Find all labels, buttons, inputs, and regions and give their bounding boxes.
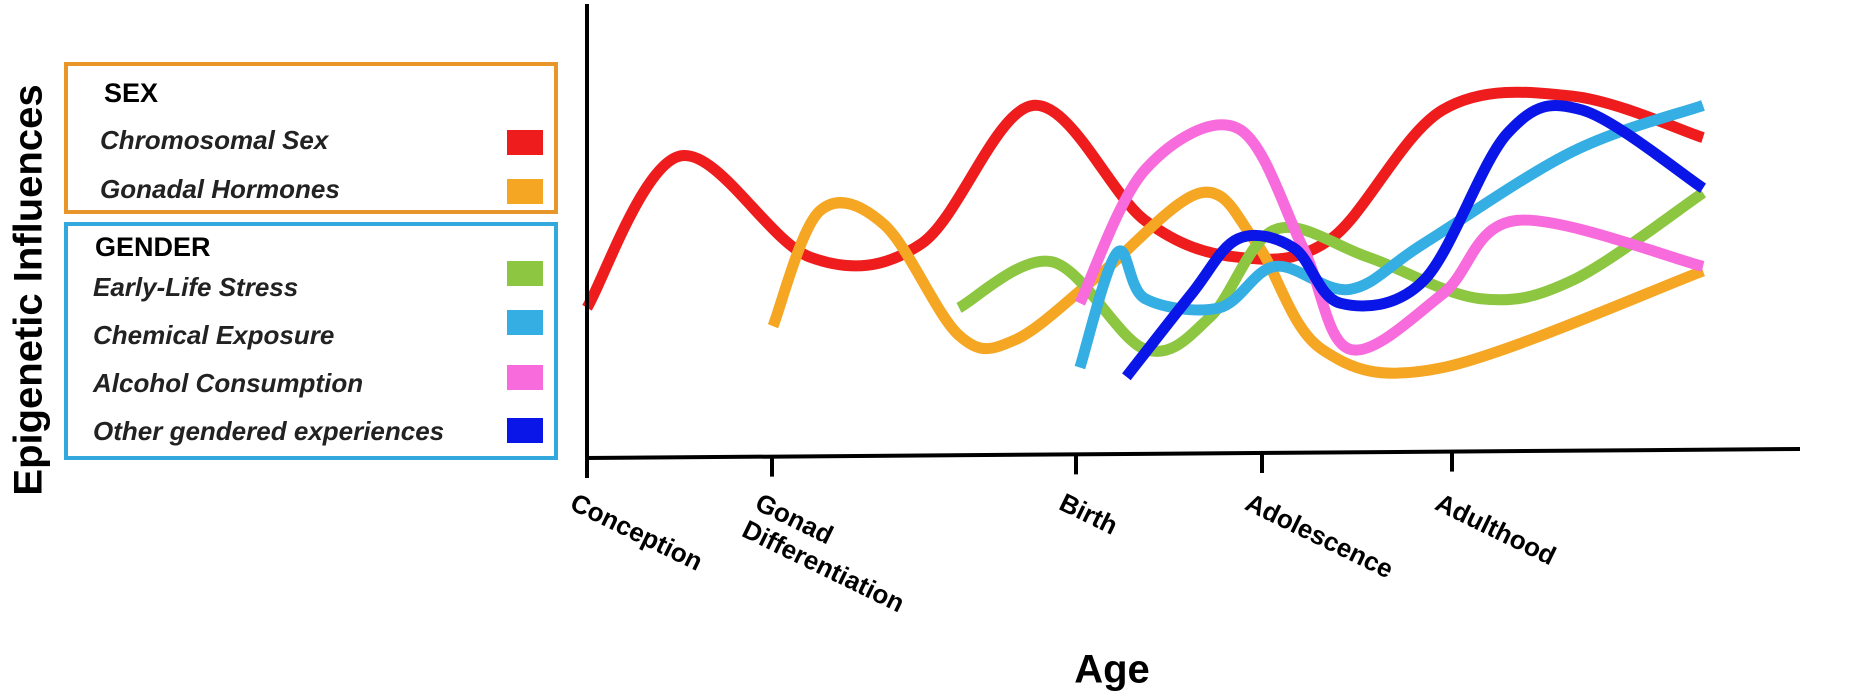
legend-group-gender [64, 222, 558, 460]
legend-group-sex [64, 62, 558, 214]
legend-swatch-early-life-stress [507, 261, 543, 286]
series-line-chromosomal-sex [582, 86, 1705, 311]
legend-group-title-sex: SEX [104, 78, 159, 108]
legend-label-early-life-stress: Early-Life Stress [93, 272, 299, 302]
legend-label-chromosomal-sex: Chromosomal Sex [100, 125, 329, 155]
legend-label-alcohol-consumption: Alcohol Consumption [93, 368, 364, 398]
legend-group-title-gender: GENDER [95, 232, 211, 262]
x-axis-label: Age [1074, 647, 1150, 692]
series-line-chemical-exposure [1074, 100, 1705, 370]
legend-swatch-gonadal-hormones [507, 179, 543, 204]
series-line-early-life-stress [956, 188, 1707, 357]
legend-label-other-gendered-experiences: Other gendered experiences [93, 416, 445, 446]
legend-label-gonadal-hormones: Gonadal Hormones [100, 174, 340, 204]
y-axis-label: Epigenetic Influences [6, 84, 51, 496]
legend-swatch-alcohol-consumption [507, 365, 543, 390]
series-line-alcohol-consumption [1074, 119, 1705, 356]
curve-layer [582, 86, 1707, 381]
legend-swatch-other-gendered-experiences [507, 418, 543, 443]
legend-swatch-chemical-exposure [507, 310, 543, 335]
x-axis-line [584, 447, 1801, 460]
tick-layer [585, 451, 1454, 478]
series-line-other-gendered-experiences [1122, 100, 1707, 381]
series-line-gonadal-hormones [767, 186, 1705, 379]
legend-label-chemical-exposure: Chemical Exposure [93, 320, 335, 350]
legend-swatch-chromosomal-sex [507, 130, 543, 155]
